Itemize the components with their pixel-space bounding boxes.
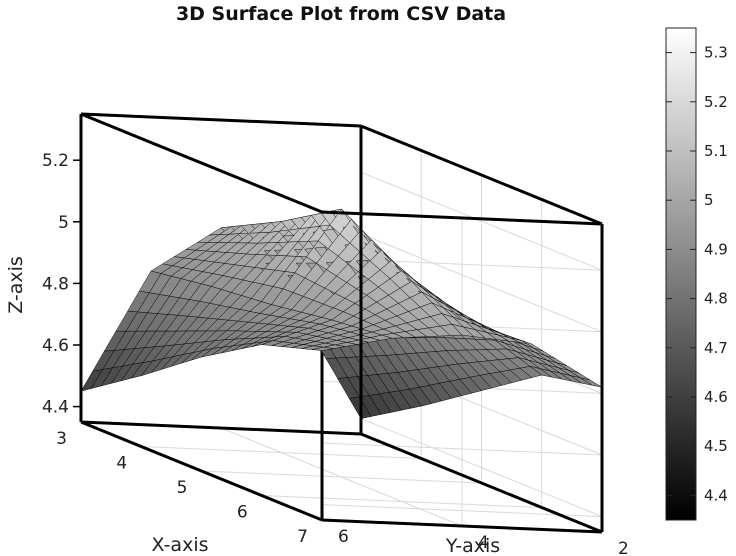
x-tick-label: 6 <box>237 503 248 523</box>
box-edge <box>80 112 362 128</box>
box-edge <box>80 420 362 436</box>
z-tick-label: 4.6 <box>42 336 69 356</box>
axis-ticks: 4.4 4.6 4.8 5 5.2 3 4 5 6 7 2 4 6 <box>42 151 629 556</box>
y-tick-label: 4 <box>478 533 489 553</box>
z-axis-label: Z-axis <box>5 256 27 314</box>
colorbar-tick-label: 5 <box>704 191 714 209</box>
grid-line <box>360 233 603 333</box>
colorbar-tick-label: 4.6 <box>704 388 728 406</box>
y-tick-label: 2 <box>618 539 629 556</box>
grid-line <box>360 171 603 271</box>
x-tick-label: 5 <box>177 478 188 498</box>
box-edge <box>80 420 323 522</box>
colorbar-ticks: 4.4 4.5 4.6 4.7 4.8 4.9 5 5.1 5.2 5.3 <box>666 44 728 504</box>
x-tick-label: 7 <box>297 527 308 547</box>
box-edge <box>321 518 603 534</box>
box-edge <box>80 112 323 214</box>
box-edge <box>360 432 603 534</box>
z-tick-label: 5.2 <box>42 151 69 171</box>
colorbar <box>665 27 697 521</box>
surface-mesh <box>80 208 603 419</box>
y-tick-label: 6 <box>338 527 349 547</box>
y-axis-label: Y-axis <box>445 535 500 556</box>
surface-face <box>580 377 603 388</box>
colorbar-tick-label: 4.8 <box>704 290 728 308</box>
x-axis-label: X-axis <box>152 534 209 556</box>
box-edge <box>360 124 603 226</box>
colorbar-tick-label: 4.9 <box>704 240 728 258</box>
z-tick-label: 4.4 <box>42 398 69 418</box>
box-edge <box>321 210 603 226</box>
x-tick-label: 4 <box>116 454 127 474</box>
colorbar-tick-label: 5.2 <box>704 93 728 111</box>
chart-title: 3D Surface Plot from CSV Data <box>176 3 506 25</box>
grid-line <box>360 418 603 518</box>
colorbar-tick-label: 5.1 <box>704 142 728 160</box>
grid-line <box>220 427 463 527</box>
colorbar-tick-label: 4.4 <box>704 486 728 504</box>
z-tick-label: 4.8 <box>42 274 69 294</box>
colorbar-tick-label: 4.5 <box>704 437 728 455</box>
grid-line <box>321 442 603 456</box>
axes-box-front <box>79 112 604 534</box>
colorbar-tick-label: 5.3 <box>704 44 728 62</box>
colorbar-tick-label: 4.7 <box>704 339 728 357</box>
x-tick-label: 3 <box>56 429 67 449</box>
z-tick-label: 5 <box>58 213 69 233</box>
